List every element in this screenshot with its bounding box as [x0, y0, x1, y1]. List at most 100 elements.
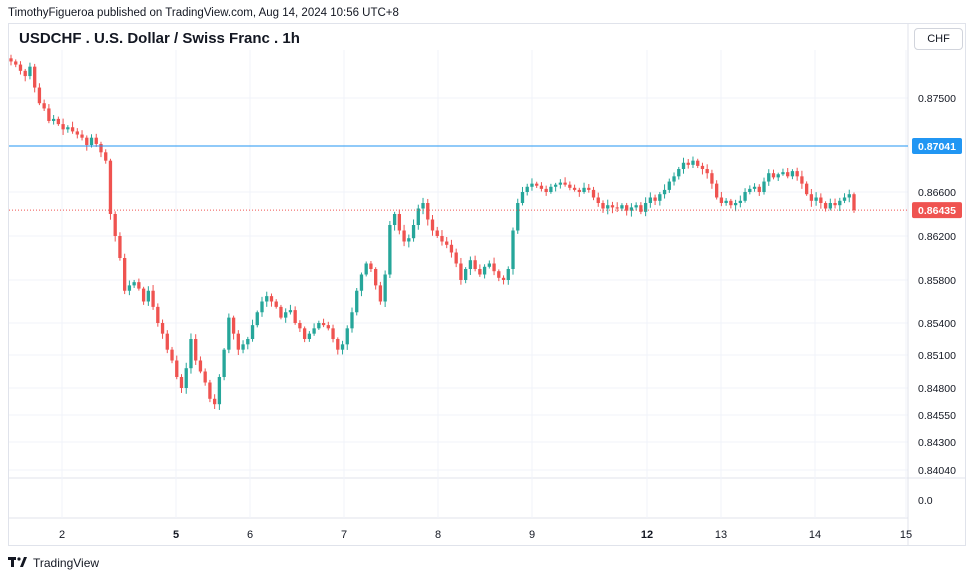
- candle[interactable]: [606, 199, 610, 215]
- candle[interactable]: [535, 181, 539, 188]
- candle[interactable]: [208, 379, 212, 403]
- candle[interactable]: [705, 164, 709, 179]
- candle[interactable]: [89, 134, 94, 148]
- candle[interactable]: [222, 348, 226, 381]
- candle[interactable]: [374, 267, 378, 290]
- candle[interactable]: [416, 204, 420, 230]
- candle[interactable]: [61, 118, 65, 135]
- candle[interactable]: [312, 323, 316, 336]
- candle[interactable]: [852, 192, 856, 213]
- candle[interactable]: [459, 257, 463, 285]
- candle[interactable]: [814, 192, 818, 206]
- candle[interactable]: [672, 172, 676, 186]
- candle[interactable]: [151, 285, 155, 310]
- candle[interactable]: [383, 270, 387, 308]
- candle[interactable]: [463, 267, 468, 284]
- candle[interactable]: [719, 191, 724, 207]
- candle[interactable]: [847, 189, 851, 203]
- candle[interactable]: [591, 186, 596, 201]
- candle[interactable]: [648, 192, 653, 208]
- candle[interactable]: [421, 197, 425, 215]
- candle[interactable]: [255, 310, 259, 328]
- candle[interactable]: [738, 195, 742, 208]
- candle[interactable]: [558, 179, 563, 189]
- candle[interactable]: [582, 182, 586, 194]
- candle[interactable]: [56, 116, 61, 126]
- candle[interactable]: [70, 121, 75, 134]
- candle[interactable]: [563, 177, 567, 187]
- candle[interactable]: [227, 313, 231, 354]
- candle[interactable]: [359, 272, 364, 297]
- candle[interactable]: [132, 279, 136, 288]
- candle[interactable]: [108, 158, 113, 220]
- candle[interactable]: [118, 232, 122, 261]
- candle[interactable]: [658, 191, 662, 206]
- candle[interactable]: [478, 264, 482, 277]
- candle[interactable]: [809, 189, 814, 207]
- candle[interactable]: [677, 166, 681, 180]
- candle[interactable]: [681, 157, 686, 174]
- candle[interactable]: [80, 130, 84, 141]
- candle[interactable]: [468, 256, 473, 276]
- candle[interactable]: [37, 83, 42, 106]
- candle[interactable]: [302, 326, 307, 343]
- candle[interactable]: [28, 62, 32, 80]
- candle[interactable]: [752, 183, 757, 192]
- candle[interactable]: [615, 202, 619, 212]
- candle[interactable]: [156, 303, 160, 327]
- candle[interactable]: [710, 169, 714, 189]
- candle[interactable]: [525, 183, 529, 196]
- candle[interactable]: [544, 185, 548, 196]
- candle[interactable]: [113, 211, 117, 242]
- candle[interactable]: [572, 184, 577, 192]
- currency-selector[interactable]: CHF: [914, 28, 963, 50]
- candle[interactable]: [18, 61, 23, 75]
- candle[interactable]: [160, 319, 165, 339]
- candle[interactable]: [454, 248, 458, 268]
- candle[interactable]: [440, 230, 444, 246]
- candle[interactable]: [795, 167, 799, 181]
- candle[interactable]: [625, 202, 629, 216]
- candle[interactable]: [350, 307, 354, 333]
- candle[interactable]: [473, 255, 477, 272]
- candle[interactable]: [577, 187, 581, 197]
- candle[interactable]: [51, 114, 56, 125]
- candle[interactable]: [411, 219, 416, 242]
- candle[interactable]: [9, 54, 13, 66]
- candle[interactable]: [198, 356, 203, 374]
- candle[interactable]: [610, 201, 615, 214]
- candle[interactable]: [170, 346, 174, 364]
- candle[interactable]: [175, 355, 179, 380]
- candle[interactable]: [757, 184, 761, 196]
- candle[interactable]: [378, 281, 383, 305]
- candle[interactable]: [336, 337, 340, 355]
- candle[interactable]: [42, 99, 46, 111]
- candle[interactable]: [516, 198, 520, 234]
- candle[interactable]: [601, 200, 605, 213]
- candle[interactable]: [776, 172, 780, 181]
- candle[interactable]: [767, 169, 771, 186]
- candle[interactable]: [696, 158, 700, 169]
- candle[interactable]: [426, 198, 430, 226]
- candle[interactable]: [165, 330, 169, 354]
- candle[interactable]: [392, 211, 397, 231]
- candle[interactable]: [819, 193, 823, 209]
- candle[interactable]: [828, 198, 832, 211]
- candle[interactable]: [662, 184, 667, 199]
- candle[interactable]: [497, 269, 501, 282]
- candle[interactable]: [449, 239, 454, 258]
- candle[interactable]: [771, 169, 776, 180]
- candle[interactable]: [179, 374, 184, 393]
- candle[interactable]: [269, 293, 274, 307]
- candle[interactable]: [146, 286, 151, 306]
- candle[interactable]: [724, 198, 728, 206]
- candle[interactable]: [511, 227, 515, 275]
- candle[interactable]: [388, 221, 392, 279]
- candle[interactable]: [402, 224, 406, 247]
- candle[interactable]: [321, 318, 326, 328]
- candle[interactable]: [345, 325, 349, 350]
- candle[interactable]: [686, 158, 690, 169]
- candle[interactable]: [246, 336, 250, 350]
- candle[interactable]: [653, 194, 657, 206]
- candle[interactable]: [804, 181, 809, 196]
